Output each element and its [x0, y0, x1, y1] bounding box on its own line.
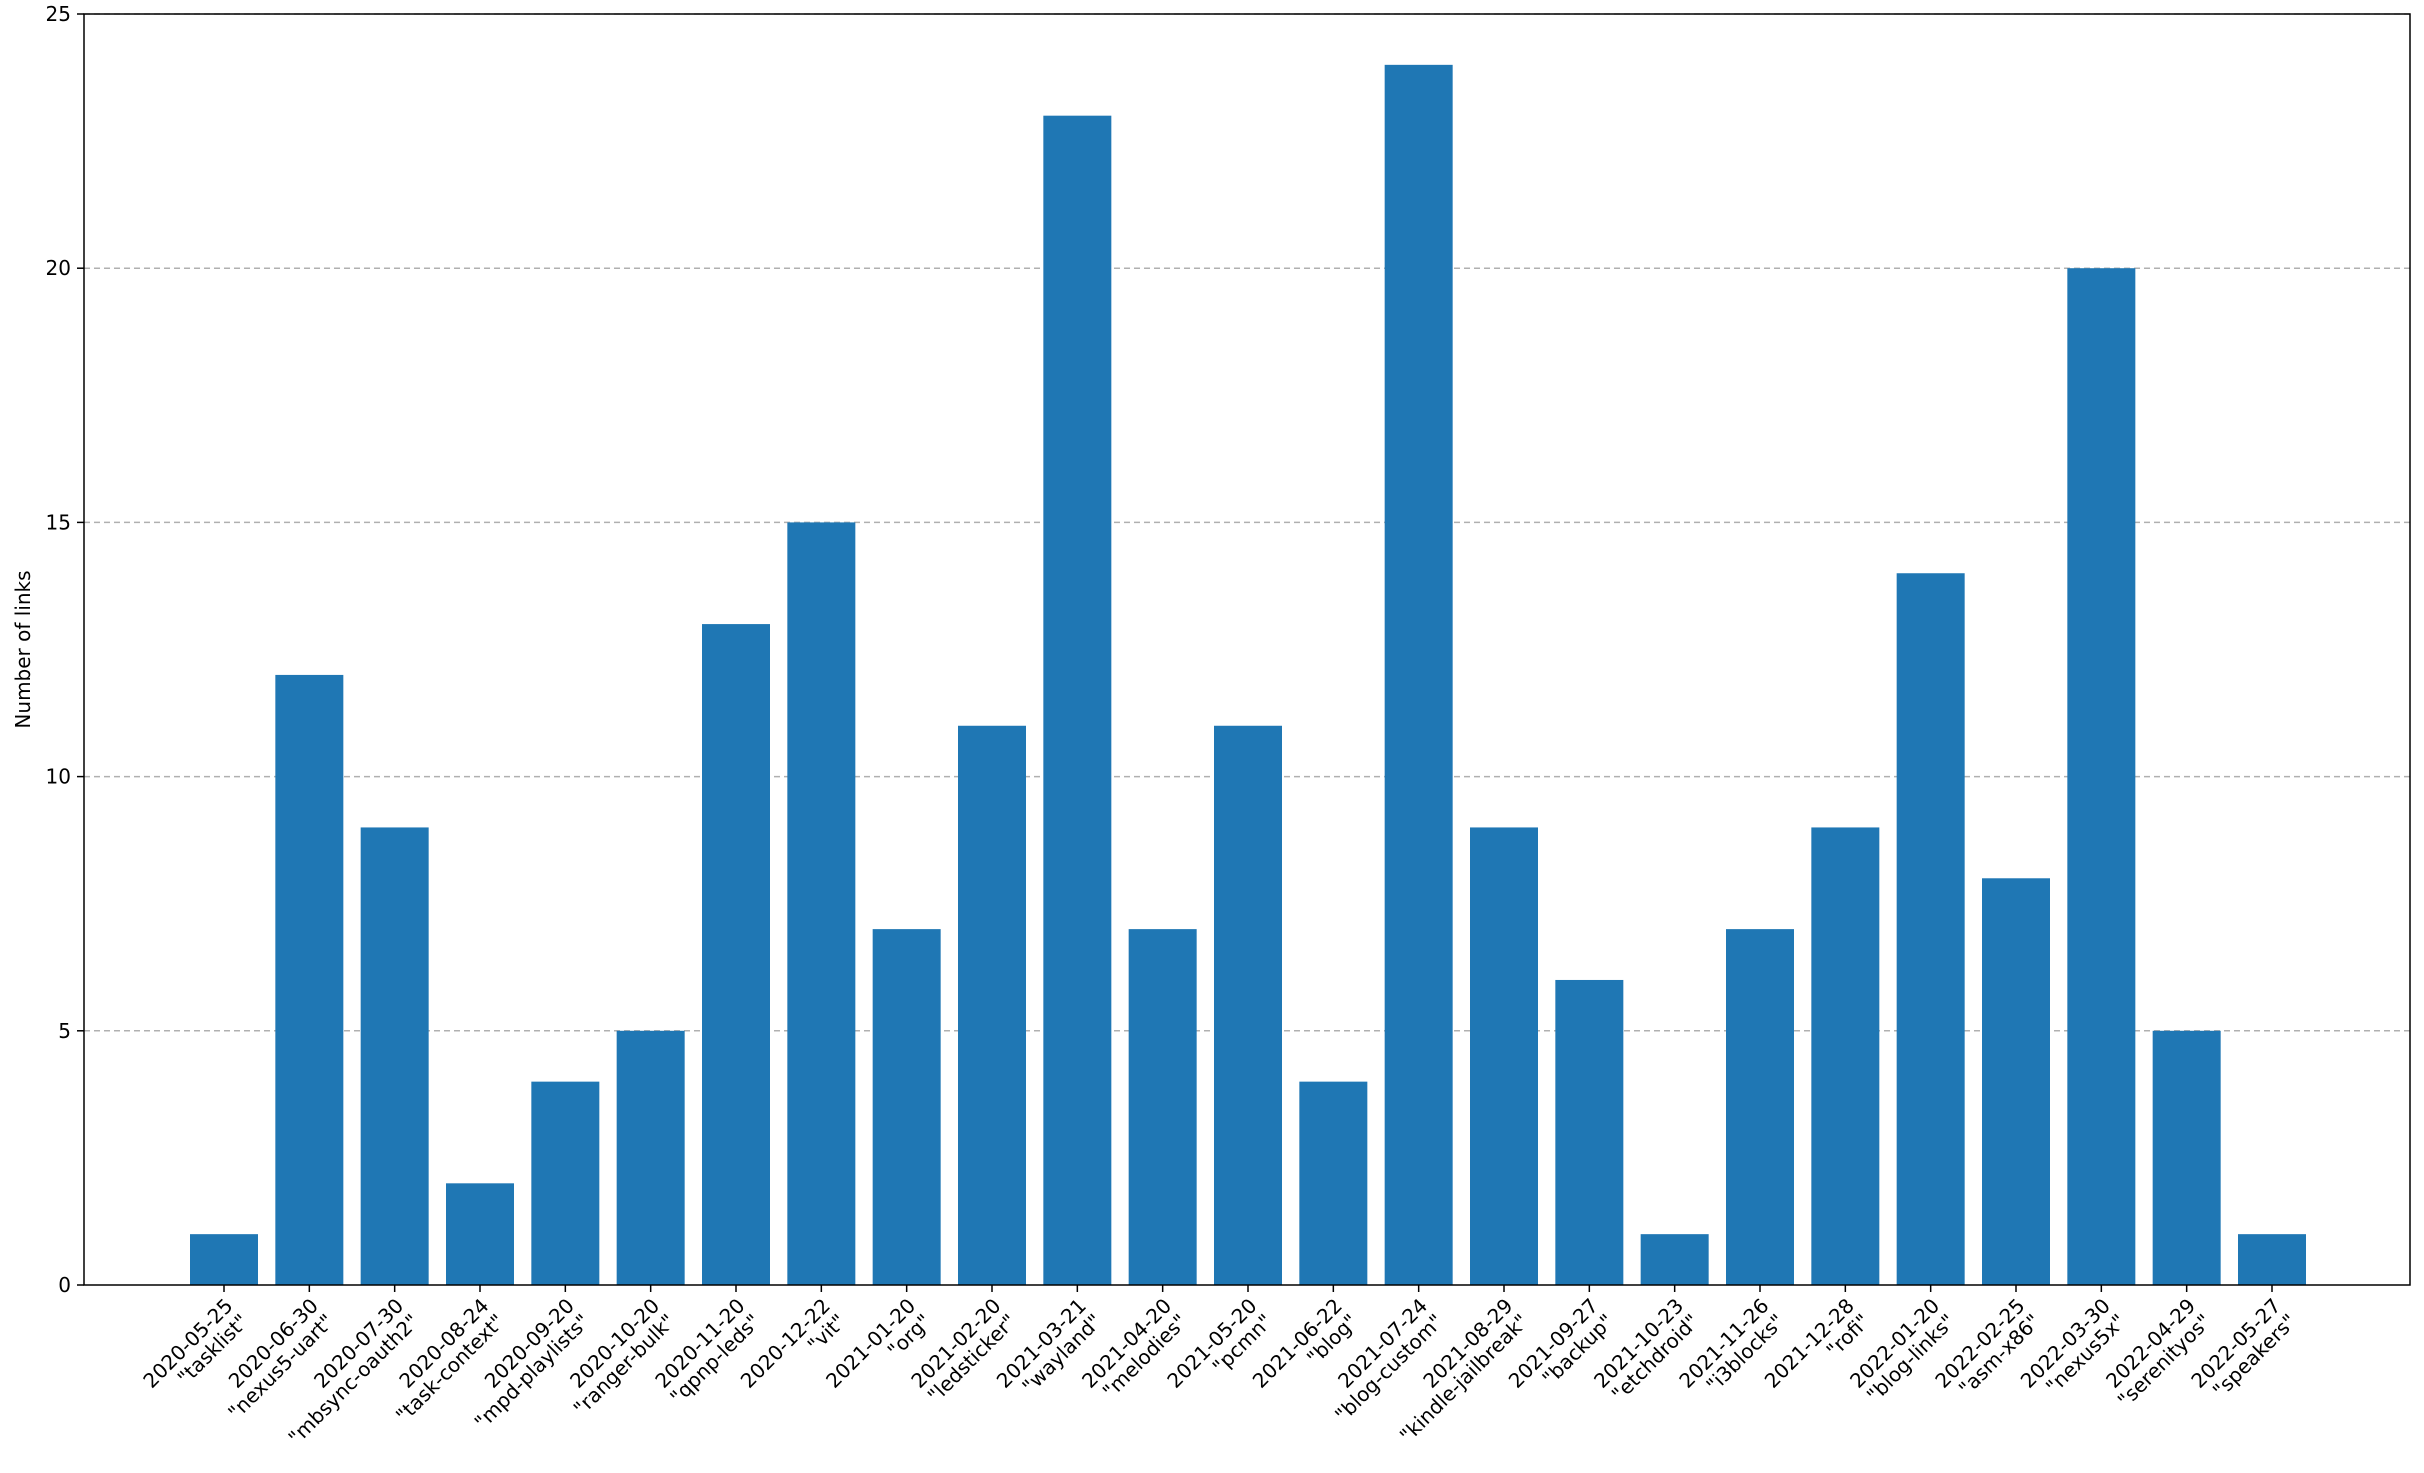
bar: [1982, 878, 2050, 1285]
bar: [1640, 1234, 1709, 1285]
x-tick-label: 2021-05-20"pcmn": [1162, 1294, 1277, 1409]
x-tick-label: 2021-10-23"etchdroid": [1589, 1294, 1704, 1409]
y-axis-label: Number of links: [11, 570, 35, 728]
x-tick-label: 2021-11-26"i3blocks": [1674, 1294, 1789, 1409]
x-tick-label: 2021-06-22"blog": [1248, 1294, 1363, 1409]
bar: [2067, 268, 2136, 1285]
y-tick-label: 10: [46, 765, 71, 789]
bar: [958, 725, 1026, 1285]
x-tick-label: 2021-01-20"org": [821, 1294, 936, 1409]
bar: [275, 674, 344, 1285]
bar: [1555, 979, 1624, 1285]
bar: [2152, 1030, 2221, 1285]
bar: [872, 929, 941, 1285]
bar: [787, 522, 856, 1285]
bar: [2238, 1234, 2306, 1285]
x-tick-label: 2021-04-20"melodies": [1077, 1294, 1192, 1409]
x-tick-label: 2021-03-21"wayland": [992, 1294, 1107, 1409]
y-tick-label: 15: [46, 510, 71, 534]
bar: [1726, 929, 1794, 1285]
x-tick-label: 2022-05-27"speakers": [2186, 1294, 2301, 1409]
bar: [1043, 115, 1112, 1285]
y-tick-label: 25: [46, 2, 71, 26]
y-tick-label: 0: [58, 1273, 71, 1297]
bar: [1299, 1081, 1368, 1285]
x-tick-label: 2022-03-30"nexus5x": [2016, 1294, 2131, 1409]
y-tick-label: 20: [46, 256, 71, 280]
x-tick-label: 2020-11-20"qpnp-leds": [650, 1294, 766, 1410]
x-tick-label: 2021-12-28"rofi": [1760, 1294, 1875, 1409]
bar: [360, 827, 429, 1285]
bar: [616, 1030, 685, 1285]
bar: [1384, 64, 1453, 1286]
y-axis-ticks: 0 5 10 15 20 25: [46, 2, 84, 1297]
y-tick-label: 5: [58, 1019, 71, 1043]
bar: [702, 624, 770, 1285]
bar: [1214, 725, 1282, 1285]
x-tick-label: 2022-01-20"blog-links": [1845, 1294, 1960, 1409]
x-tick-label: 2021-02-20"ledsticker": [906, 1294, 1021, 1409]
plot-frame: [83, 13, 2411, 1286]
x-axis-ticks: 2020-05-25"tasklist"2020-06-30"nexus5-ua…: [138, 1285, 2301, 1449]
bar: [531, 1081, 600, 1285]
bar: [1811, 827, 1880, 1285]
bar: [1470, 827, 1538, 1285]
bar: [190, 1234, 258, 1285]
bar: [446, 1183, 514, 1285]
bar: [1128, 929, 1197, 1285]
x-tick-label: 2021-09-27"backup": [1504, 1294, 1619, 1409]
bar: [1896, 573, 1965, 1285]
x-tick-label: 2020-05-25"tasklist": [138, 1294, 253, 1409]
x-tick-label: 2022-02-25"asm-x86": [1930, 1294, 2045, 1409]
bars: [190, 64, 2306, 1286]
x-tick-label: 2020-12-22"vit": [736, 1294, 851, 1409]
